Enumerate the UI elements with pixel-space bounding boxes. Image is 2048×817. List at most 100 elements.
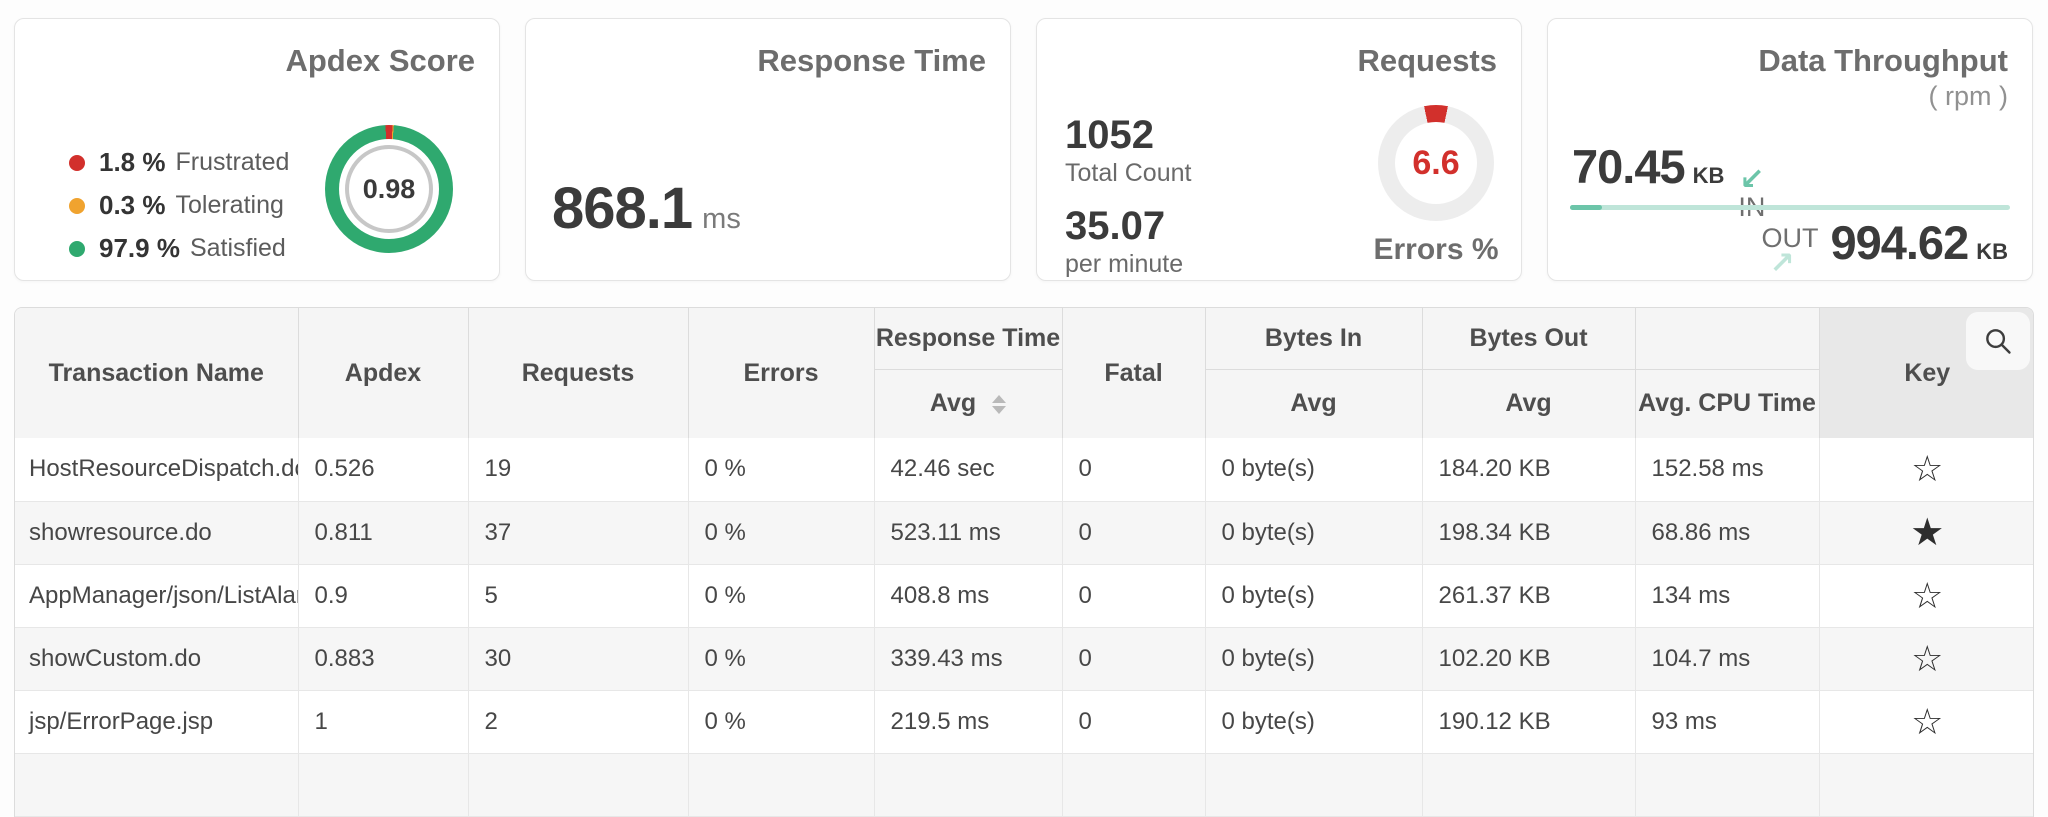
subheader-bytes-out-avg: Avg [1422, 369, 1636, 438]
table-row[interactable]: showresource.do 0.811 37 0 % 523.11 ms 0 0 byt… [15, 501, 2033, 565]
response-time-card: Response Time 868.1 ms [525, 18, 1011, 281]
tolerating-dot-icon [69, 197, 85, 214]
cell-empty [15, 753, 299, 817]
transactions-table: Transaction Name Apdex Requests Errors R… [14, 307, 2034, 817]
cell-fatal: 0 [1062, 564, 1206, 628]
cell-errors: 0 % [688, 627, 875, 691]
card-title-apdex: Apdex Score [285, 43, 475, 78]
data-throughput-card: Data Throughput ( rpm ) 70.45 KB ↙ IN OU… [1547, 18, 2033, 281]
cell-empty [298, 753, 469, 817]
throughput-out-label: OUT [1761, 223, 1819, 253]
data-throughput-unit-subtitle: ( rpm ) [1928, 81, 2008, 111]
cell-fatal: 0 [1062, 438, 1206, 502]
cell-requests: 2 [468, 690, 689, 754]
response-time-value: 868.1 [552, 176, 693, 241]
col-header-errors: Errors [688, 308, 875, 438]
cell-requests: 19 [468, 438, 689, 502]
response-time-metric: 868.1 ms [552, 175, 741, 242]
cell-apdex: 0.811 [298, 501, 469, 565]
star-filled-icon[interactable]: ★ [1819, 501, 2033, 565]
cell-response_avg: 408.8 ms [874, 564, 1063, 628]
apdex-legend: 1.8 % Frustrated 0.3 % Tolerating 97.9 %… [69, 141, 289, 270]
star-outline-icon[interactable]: ☆ [1819, 564, 2033, 628]
throughput-divider-line [1570, 205, 2010, 210]
table-row-partial [15, 753, 2033, 817]
search-button[interactable] [1966, 312, 2030, 370]
cell-apdex: 0.883 [298, 627, 469, 691]
card-title-requests: Requests [1357, 43, 1497, 78]
arrow-down-left-icon: ↙ [1739, 163, 1765, 196]
apdex-score-card: Apdex Score 1.8 % Frustrated 0.3 % Toler… [14, 18, 500, 281]
throughput-line-segment [1570, 205, 1602, 210]
tolerating-percent: 0.3 % [99, 190, 166, 220]
cell-errors: 0 % [688, 501, 875, 565]
errors-donut-hole: 6.6 [1395, 122, 1477, 204]
requests-stats: 1052 Total Count 35.07 per minute [1065, 115, 1191, 297]
cell-name: jsp/ErrorPage.jsp [15, 690, 299, 754]
star-outline-icon[interactable]: ☆ [1819, 627, 2033, 691]
errors-percent-value: 6.6 [1412, 143, 1460, 182]
apdex-donut-hole: 0.98 [339, 139, 439, 239]
errors-donut-wrap: 6.6 Errors % [1373, 105, 1499, 267]
cell-bytes_out: 102.20 KB [1422, 627, 1636, 691]
table-row[interactable]: showCustom.do 0.883 30 0 % 339.43 ms 0 0 byte(… [15, 627, 2033, 691]
cell-cpu: 152.58 ms [1635, 438, 1820, 502]
cell-errors: 0 % [688, 438, 875, 502]
satisfied-percent: 97.9 % [99, 233, 180, 263]
star-outline-icon[interactable]: ☆ [1819, 438, 2033, 502]
requests-total-count: 1052 [1065, 113, 1154, 157]
col-header-bytes-out: Bytes Out [1422, 308, 1636, 370]
card-title-data-throughput: Data Throughput [1758, 43, 2008, 78]
arrow-up-right-icon: ↗ [1769, 247, 1795, 280]
cell-cpu: 93 ms [1635, 690, 1820, 754]
cell-empty [874, 753, 1063, 817]
cell-name: showresource.do [15, 501, 299, 565]
throughput-out-unit: KB [1976, 239, 2008, 264]
col-header-fatal: Fatal [1062, 308, 1206, 438]
throughput-in-value: 70.45 [1572, 140, 1686, 193]
cell-errors: 0 % [688, 564, 875, 628]
cell-bytes_out: 261.37 KB [1422, 564, 1636, 628]
table-row[interactable]: HostResourceDispatch.do 0.526 19 0 % 42.46 s… [15, 438, 2033, 502]
apdex-donut-chart: 0.98 [325, 125, 453, 253]
satisfied-dot-icon [69, 240, 85, 257]
cell-cpu: 68.86 ms [1635, 501, 1820, 565]
star-outline-icon[interactable]: ☆ [1819, 690, 2033, 754]
cell-requests: 37 [468, 501, 689, 565]
errors-donut-chart: 6.6 [1378, 105, 1494, 221]
cell-fatal: 0 [1062, 627, 1206, 691]
frustrated-percent: 1.8 % [99, 147, 166, 177]
cell-empty [1422, 753, 1636, 817]
requests-total-label: Total Count [1065, 159, 1192, 187]
cell-name: AppManager/json/ListAlarms [15, 564, 299, 628]
requests-per-minute-label: per minute [1065, 250, 1184, 278]
table-row[interactable]: AppManager/json/ListAlarms0.950 %408.8 m… [15, 564, 2033, 628]
cell-empty [1819, 753, 2033, 817]
cell-bytes_in: 0 byte(s) [1205, 438, 1423, 502]
cell-bytes_in: 0 byte(s) [1205, 501, 1423, 565]
cell-bytes_in: 0 byte(s) [1205, 627, 1423, 691]
cell-empty [1205, 753, 1423, 817]
table-row[interactable]: jsp/ErrorPage.jsp 1 2 0 % 219.5 ms 0 0 byte(s)… [15, 690, 2033, 754]
cell-requests: 30 [468, 627, 689, 691]
sort-icon[interactable] [992, 395, 1007, 415]
throughput-out-value: 994.62 [1830, 216, 1969, 269]
cell-errors: 0 % [688, 690, 875, 754]
legend-item-tolerating: 0.3 % Tolerating [69, 184, 289, 227]
cell-cpu: 104.7 ms [1635, 627, 1820, 691]
response-time-unit: ms [702, 203, 741, 235]
cell-bytes_out: 198.34 KB [1422, 501, 1636, 565]
cell-apdex: 1 [298, 690, 469, 754]
col-header-response-time: Response Time [874, 308, 1063, 370]
throughput-in-unit: KB [1692, 163, 1725, 188]
cell-bytes_in: 0 byte(s) [1205, 564, 1423, 628]
cell-empty [468, 753, 689, 817]
cell-empty [1062, 753, 1206, 817]
cell-cpu: 134 ms [1635, 564, 1820, 628]
requests-per-minute: 35.07 [1065, 204, 1166, 248]
satisfied-label: Satisfied [189, 234, 286, 262]
card-title-response-time: Response Time [757, 43, 986, 78]
subheader-response-avg[interactable]: Avg [874, 369, 1063, 438]
col-header-transaction-name: Transaction Name [15, 308, 299, 438]
throughput-in-metric: 70.45 KB ↙ IN [1572, 139, 1765, 222]
